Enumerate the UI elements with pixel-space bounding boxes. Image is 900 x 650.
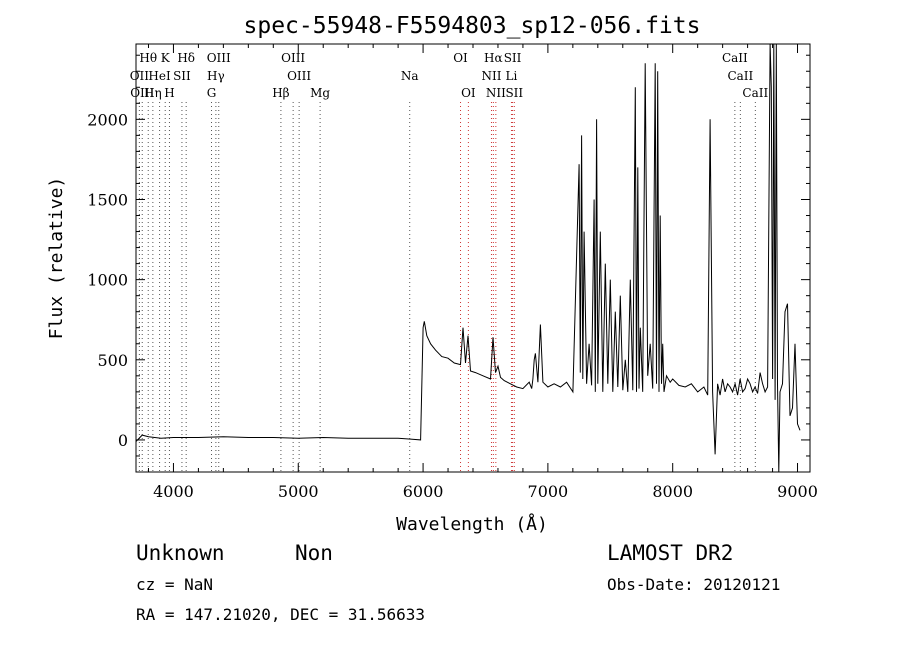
- coordinates-text: RA = 147.21020, DEC = 31.56633: [136, 605, 425, 624]
- x-tick-label: 6000: [403, 482, 444, 501]
- y-tick-label: 0: [118, 431, 128, 450]
- y-tick-label: 1000: [87, 271, 128, 290]
- spectral-line-label: Hθ: [139, 51, 157, 65]
- x-tick-label: 7000: [528, 482, 569, 501]
- y-tick-label: 500: [97, 351, 128, 370]
- x-tick-label: 8000: [652, 482, 693, 501]
- y-axis-label: Flux (relative): [46, 177, 67, 340]
- object-subclass: Non: [295, 541, 333, 565]
- spectral-line-label: NII: [486, 86, 506, 100]
- obs-date-text: Obs-Date: 20120121: [607, 575, 780, 594]
- spectral-line-label: K: [161, 51, 171, 65]
- spectral-line-label: CaII: [722, 51, 748, 65]
- spectral-line-label: Na: [401, 69, 419, 83]
- spectral-line-label: H: [164, 86, 174, 100]
- spectral-line-label: CaII: [742, 86, 768, 100]
- spectral-line-label: OII: [130, 69, 150, 83]
- redshift-text: cz = NaN: [136, 575, 213, 594]
- x-tick-label: 4000: [153, 482, 194, 501]
- y-axis-ticks: 0 500 1000 1500 2000: [87, 54, 810, 457]
- spectral-line-label: OIII: [207, 51, 231, 65]
- spectral-line-label: G: [207, 86, 217, 100]
- spectral-line-label: Hγ: [207, 69, 225, 83]
- spectral-line-label: OI: [453, 51, 468, 65]
- spectral-line-label: HeI: [148, 69, 171, 83]
- y-tick-label: 1500: [87, 190, 128, 209]
- spectral-line-label: SII: [505, 86, 523, 100]
- spectral-line-label: CaII: [727, 69, 753, 83]
- spectral-line-label: OIII: [281, 51, 305, 65]
- spectral-line-label: Hη: [144, 86, 162, 100]
- survey-label: LAMOST DR2: [607, 541, 733, 565]
- spectral-line-label: OIII: [287, 69, 311, 83]
- spectral-line-label: Li: [506, 69, 518, 83]
- spectral-line-label: OI: [461, 86, 476, 100]
- spectral-line-label: Hδ: [177, 51, 195, 65]
- spectral-line-label: Hα: [484, 51, 503, 65]
- spectral-line-label: Mg: [310, 86, 330, 100]
- spectral-line-label: Hβ: [272, 86, 289, 100]
- spectral-line-label: SII: [504, 51, 522, 65]
- x-tick-label: 9000: [777, 482, 818, 501]
- chart-title: spec-55948-F5594803_sp12-056.fits: [244, 13, 701, 39]
- spectral-line-label: NII: [481, 69, 501, 83]
- y-tick-label: 2000: [87, 110, 128, 129]
- spectral-line-label: SII: [173, 69, 191, 83]
- x-tick-label: 5000: [278, 482, 319, 501]
- x-axis-ticks: 4000 5000 6000 7000 8000 9000: [147, 44, 818, 501]
- object-class: Unknown: [136, 541, 225, 565]
- x-axis-label: Wavelength (Å): [396, 513, 548, 535]
- series-line: [135, 43, 801, 473]
